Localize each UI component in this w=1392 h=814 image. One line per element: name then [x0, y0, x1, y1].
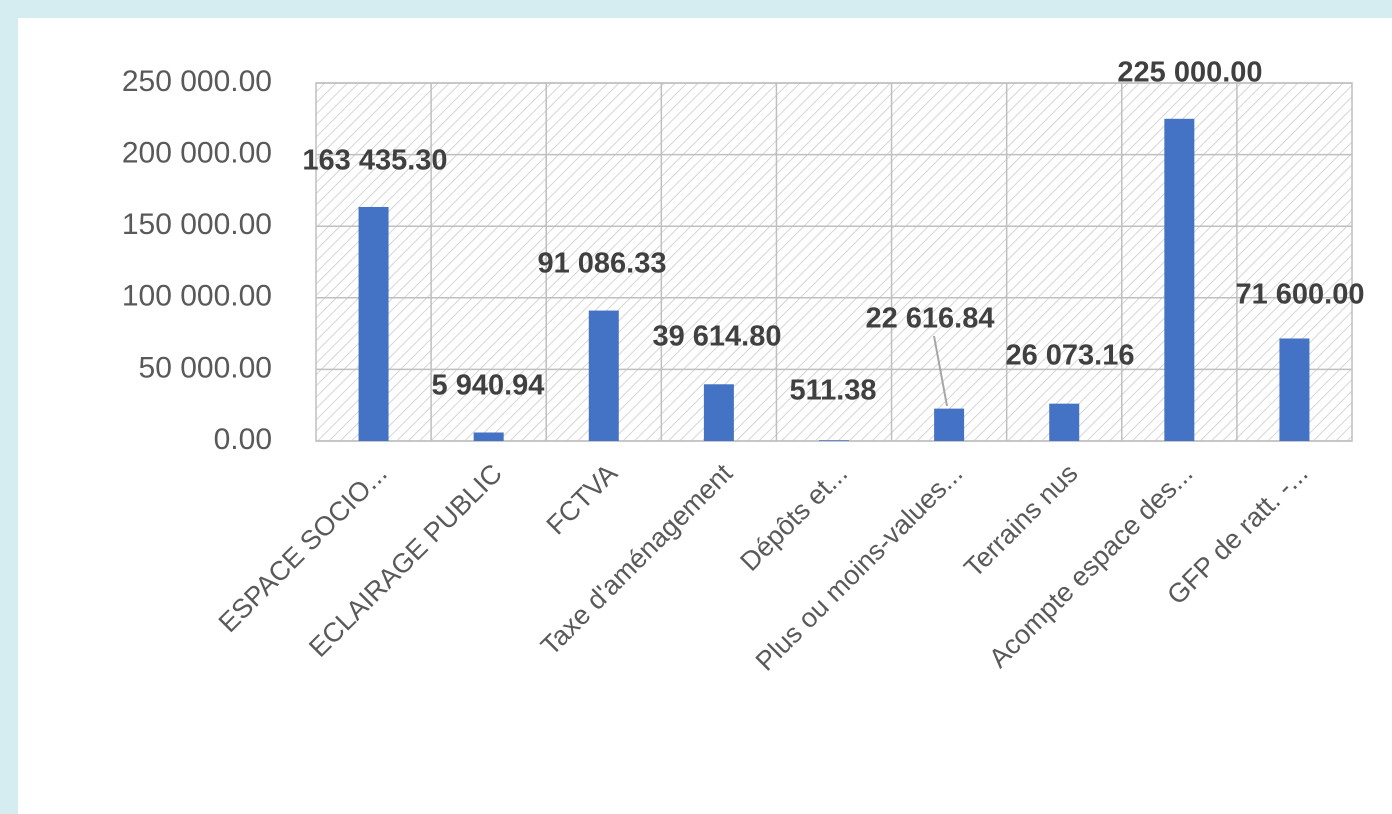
bar [1279, 338, 1310, 441]
bar [358, 206, 389, 441]
y-tick-label: 50 000.00 [139, 351, 272, 384]
data-label: 71 600.00 [1235, 279, 1364, 311]
y-tick-label: 100 000.00 [122, 280, 272, 313]
bar [1164, 118, 1195, 442]
bar [934, 408, 965, 441]
bar [588, 310, 619, 441]
data-label: 225 000.00 [1117, 57, 1262, 89]
data-label: 22 616.84 [865, 303, 994, 335]
y-tick-label: 200 000.00 [122, 137, 272, 170]
data-label: 511.38 [789, 375, 876, 407]
data-label: 91 086.33 [537, 248, 666, 280]
bar [1049, 403, 1080, 441]
bar [703, 384, 734, 441]
y-tick-label: 250 000.00 [122, 65, 272, 98]
data-label: 39 614.80 [652, 321, 781, 353]
data-label: 163 435.30 [302, 145, 447, 177]
y-tick-label: 150 000.00 [122, 208, 272, 241]
data-label: 26 073.16 [1005, 340, 1134, 372]
bar [819, 440, 849, 441]
bar [473, 432, 504, 441]
y-tick-label: 0.00 [214, 423, 272, 456]
data-label: 5 940.94 [432, 370, 545, 402]
leader-line [933, 335, 948, 407]
